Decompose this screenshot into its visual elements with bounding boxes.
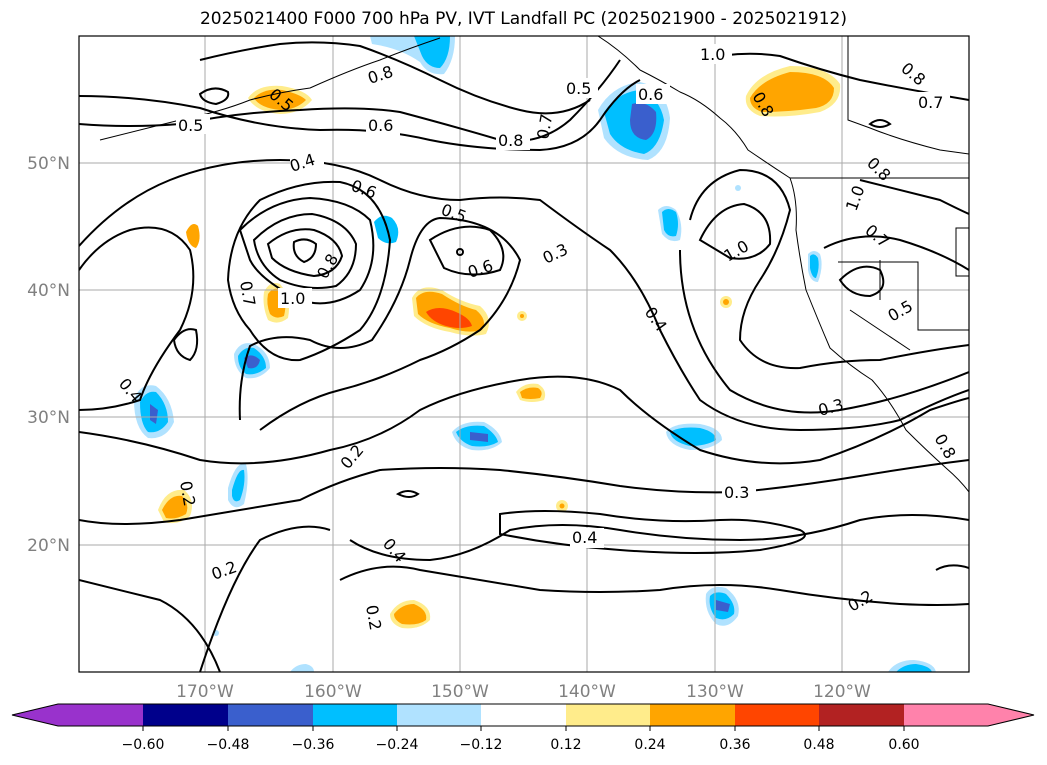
contour-label: 0.5 bbox=[885, 296, 917, 325]
colorbar-segment bbox=[735, 704, 819, 726]
colorbar-tick-label: 0.24 bbox=[634, 737, 665, 753]
colorbar-tick-label: −0.60 bbox=[122, 737, 165, 753]
colorbar-tick-label: 0.36 bbox=[719, 737, 750, 753]
colorbar: −0.60 −0.48 −0.36 −0.24 −0.12 0.12 0.24 … bbox=[11, 703, 1035, 753]
lon-label: 130°W bbox=[686, 682, 744, 702]
lat-label: 40°N bbox=[27, 281, 70, 301]
colorbar-segment bbox=[819, 704, 904, 726]
colorbar-segment bbox=[481, 704, 566, 726]
gridlines bbox=[79, 36, 969, 672]
contour-label: 0.5 bbox=[178, 116, 203, 135]
contour-label: 0.8 bbox=[863, 153, 894, 184]
colorbar-tick-label: −0.48 bbox=[207, 737, 250, 753]
contour-label: 0.2 bbox=[362, 603, 385, 631]
lat-label: 50°N bbox=[27, 154, 70, 174]
lon-label: 150°W bbox=[431, 682, 489, 702]
contour-label: 0.6 bbox=[368, 116, 393, 135]
colorbar-extend-low bbox=[12, 704, 58, 726]
colorbar-tick-label: −0.24 bbox=[376, 737, 419, 753]
lat-label: 20°N bbox=[27, 536, 70, 556]
colorbar-segment bbox=[143, 704, 228, 726]
contour-label: 0.6 bbox=[349, 176, 379, 203]
contour-labels: 0.5 0.6 0.8 0.5 0.6 1.0 0.8 0.7 0.8 0.7 … bbox=[115, 44, 960, 632]
lon-label: 120°W bbox=[813, 682, 871, 702]
contour-label: 0.8 bbox=[365, 62, 395, 88]
anomaly-shading bbox=[134, 36, 936, 672]
colorbar-tick-label: 0.12 bbox=[550, 737, 581, 753]
contour-label: 0.8 bbox=[498, 131, 523, 150]
lon-label: 170°W bbox=[176, 682, 234, 702]
contour-label: 0.5 bbox=[439, 200, 469, 227]
negative-anomaly-misc bbox=[374, 215, 399, 244]
contour-label: 1.0 bbox=[280, 289, 305, 308]
colorbar-segment bbox=[650, 704, 735, 726]
contour-label: 0.6 bbox=[638, 85, 663, 104]
contour-label: 0.2 bbox=[845, 586, 877, 615]
contour-label: 0.3 bbox=[816, 395, 846, 420]
contour-label: 0.4 bbox=[572, 528, 597, 547]
colorbar-extend-high bbox=[988, 704, 1034, 726]
colorbar-segment bbox=[313, 704, 397, 726]
contour-label: 0.3 bbox=[724, 483, 749, 502]
colorbar-tick-label: −0.12 bbox=[460, 737, 503, 753]
coastlines bbox=[99, 36, 969, 493]
contour-label: 0.2 bbox=[176, 479, 199, 507]
contour-label: 0.8 bbox=[313, 250, 342, 282]
colorbar-outline bbox=[11, 703, 1035, 727]
contour-label: 0.8 bbox=[897, 59, 929, 90]
contour-label: 0.7 bbox=[236, 279, 259, 307]
contour-label: 0.7 bbox=[918, 93, 943, 112]
contour-label: 0.4 bbox=[379, 534, 410, 566]
contour-label: 0.5 bbox=[566, 79, 591, 98]
colorbar-segment bbox=[904, 704, 988, 726]
map-frame bbox=[78, 35, 970, 673]
colorbar-tick-label: 0.48 bbox=[803, 737, 834, 753]
colorbar-segment bbox=[228, 704, 313, 726]
longitude-labels: 170°W 160°W 150°W 140°W 130°W 120°W bbox=[176, 682, 871, 702]
colorbar-segment bbox=[566, 704, 650, 726]
colorbar-tick-label: 0.60 bbox=[888, 737, 919, 753]
map-title: 2025021400 F000 700 hPa PV, IVT Landfall… bbox=[199, 9, 847, 29]
contour-label: 1.0 bbox=[700, 45, 725, 64]
contour-label: 0.3 bbox=[540, 240, 571, 268]
pv-contours bbox=[79, 41, 969, 672]
lat-label: 30°N bbox=[27, 408, 70, 428]
contour-label: 0.7 bbox=[533, 112, 556, 140]
contour-label: 0.2 bbox=[337, 441, 368, 473]
contour-label: 0.2 bbox=[209, 557, 239, 584]
colorbar-segment bbox=[397, 704, 481, 726]
lon-label: 160°W bbox=[304, 682, 362, 702]
colorbar-segment bbox=[58, 704, 143, 726]
contour-label: 0.6 bbox=[465, 256, 495, 282]
contour-label: 1.0 bbox=[842, 183, 869, 213]
lon-label: 140°W bbox=[558, 682, 616, 702]
colorbar-tick-label: −0.36 bbox=[292, 737, 335, 753]
contour-label: 1.0 bbox=[721, 236, 753, 265]
latitude-labels: 50°N 40°N 30°N 20°N bbox=[27, 154, 70, 556]
contour-label: 0.4 bbox=[641, 303, 671, 335]
contour-label: 0.7 bbox=[861, 221, 893, 252]
